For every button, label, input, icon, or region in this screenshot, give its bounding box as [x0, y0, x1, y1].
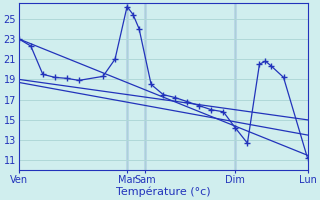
- X-axis label: Température (°c): Température (°c): [116, 186, 211, 197]
